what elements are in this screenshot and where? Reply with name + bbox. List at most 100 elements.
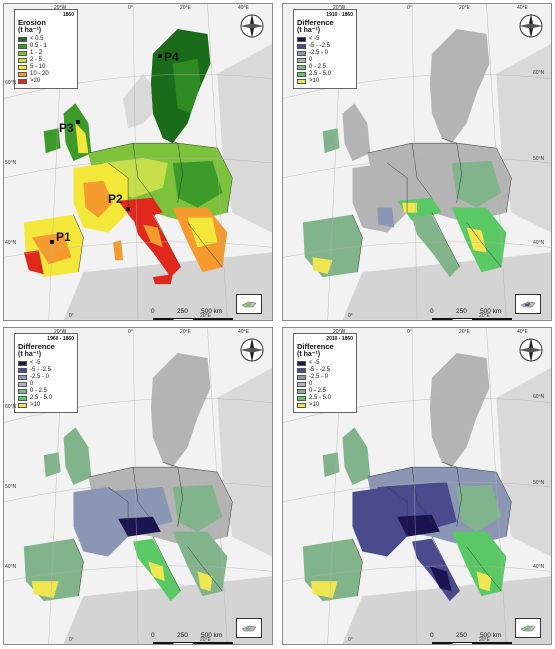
legend-swatch [18,79,27,84]
point-marker-p2 [126,207,130,211]
grid-bottom-2: 20°E [200,313,211,319]
legend-row: 5 - 10 [18,64,74,71]
legend-label: 0 [30,381,34,387]
point-marker-p3 [76,120,80,124]
grid-bottom-2: 20°E [200,637,211,643]
grid-bottom-2: 20°E [479,637,490,643]
scale-bar-graphic [432,642,512,644]
grid-top-4: 40°E [517,5,528,11]
legend-title: Difference [18,342,55,351]
scale-bar-graphic [432,318,512,320]
legend-label: 2.5 - 5.0 [309,395,332,401]
grid-right-3: 40°N [533,564,545,570]
legend-title: Difference [297,342,334,351]
legend-row: 0.5 - 1 [18,43,74,50]
scale-end: 500 km [201,632,223,639]
legend-label: >10 [309,78,320,84]
scale-mid: 250 [456,632,467,639]
point-label-p4: P4 [164,50,179,64]
legend-row: -2.5 - 0 [297,50,353,57]
legend-row: >10 [297,78,353,85]
legend-row: 0 [297,381,353,388]
map-panel-difference-1910: 1910 - 1860 Difference (t ha⁻¹) < -5 -5 -… [282,3,552,321]
grid-bottom-1: 0° [348,313,353,319]
legend-row: 2.5 - 5.0 [297,395,353,402]
legend-label: < -5 [30,360,41,366]
map-panel-difference-1960: 1960 - 1860 Difference (t ha⁻¹) < -5 -5 -… [3,327,273,645]
legend-row: 10 - 20 [18,71,74,78]
legend-row: -2.5 - 0 [297,374,353,381]
legend-year: 2010 - 1860 [326,336,353,342]
legend-row: < -5 [297,360,353,367]
legend-swatch [297,72,306,77]
legend-row: >10 [297,402,353,409]
grid-top-1: 20°W [54,5,67,11]
legend-row: 0 - 2.5 [297,64,353,71]
grid-top-4: 40°E [238,329,249,335]
legend-label: >20 [30,78,41,84]
scale-zero: 0 [151,632,155,639]
grid-top-3: 20°E [459,329,470,335]
legend-swatch [18,368,27,373]
legend-swatch [297,44,306,49]
legend-row: 2.5 - 5.0 [18,395,74,402]
legend-label: -2.5 - 0 [309,374,329,380]
legend-row: -2.5 - 0 [18,374,74,381]
legend-swatch [297,79,306,84]
legend-swatch [18,51,27,56]
legend-swatch [297,51,306,56]
legend-swatch [18,58,27,63]
grid-top-3: 20°E [180,5,191,11]
scale-zero: 0 [151,308,155,315]
legend-swatch [18,396,27,401]
grid-right-3: 40°N [533,240,545,246]
legend-label: 2 - 5 [30,57,43,63]
cyprus-inset-map [236,618,262,638]
legend-row: < -5 [297,36,353,43]
grid-left-3: 40°N [5,240,17,246]
grid-bottom-1: 0° [348,637,353,643]
north-arrow-compass-icon [240,338,264,362]
legend-row: -5 - -2.5 [18,367,74,374]
legend-row: >20 [18,78,74,85]
legend-label: < -5 [309,36,320,42]
legend-swatch [297,382,306,387]
legend-swatch [18,403,27,408]
legend-label: 2.5 - 5.0 [309,71,332,77]
difference-map-1960 [4,328,272,644]
grid-top-2: 0° [407,329,412,335]
north-arrow-compass-icon [240,14,264,38]
legend-title: Erosion [18,18,46,27]
legend-row: >10 [18,402,74,409]
legend-unit: (t ha⁻¹) [18,27,42,34]
legend-row: -5 - -2.5 [297,367,353,374]
grid-top-3: 20°E [180,329,191,335]
legend-unit: (t ha⁻¹) [18,351,42,358]
point-label-p3: P3 [59,121,74,135]
legend-swatch [18,65,27,70]
grid-right-2: 50°N [533,156,545,162]
scale-end: 500 km [480,308,502,315]
legend-swatch [18,72,27,77]
legend-row: 0 - 2.5 [18,388,74,395]
legend-swatch [18,361,27,366]
grid-left-2: 50°N [5,484,17,490]
grid-left-1: 60°N [5,404,17,410]
legend-unit: (t ha⁻¹) [297,351,321,358]
legend-swatch [18,37,27,42]
legend-row: -5 - -2.5 [297,43,353,50]
north-arrow-compass-icon [519,338,543,362]
grid-top-4: 40°E [238,5,249,11]
legend-swatch [297,403,306,408]
legend-title: Difference [297,18,334,27]
difference-map-1910 [283,4,551,320]
legend-unit: (t ha⁻¹) [297,27,321,34]
point-marker-p1 [50,240,54,244]
legend-label: -5 - -2.5 [309,367,331,373]
grid-top-1: 20°W [54,329,67,335]
scale-bar-graphic [153,642,233,644]
legend-label: 1 - 2 [30,50,43,56]
